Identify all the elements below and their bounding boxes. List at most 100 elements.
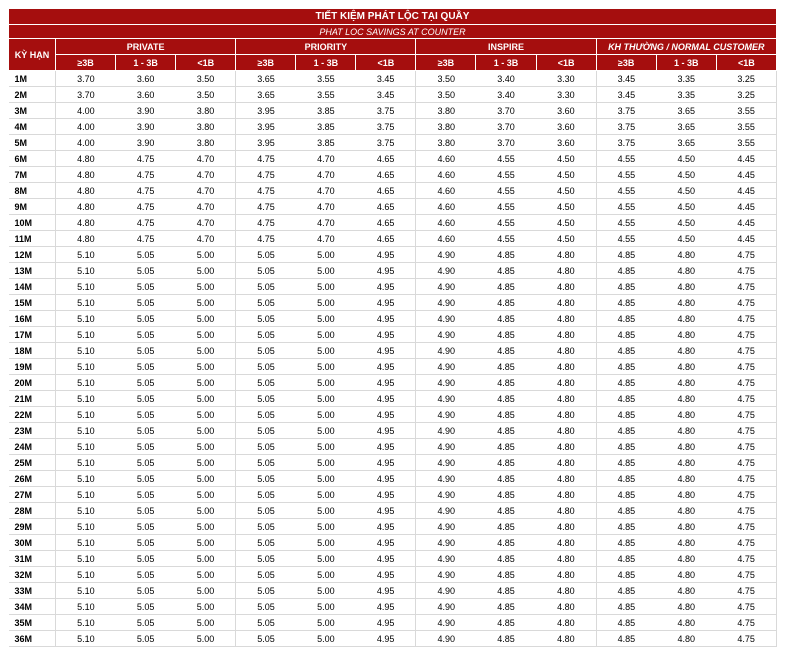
rate-cell: 5.10: [56, 631, 116, 647]
term-header: KỲ HẠN: [9, 39, 56, 71]
rate-cell: 5.00: [176, 279, 236, 295]
rate-cell: 4.85: [476, 375, 536, 391]
term-cell: 15M: [9, 295, 56, 311]
rate-cell: 4.75: [716, 263, 776, 279]
rate-cell: 5.00: [296, 551, 356, 567]
rate-cell: 3.95: [236, 135, 296, 151]
rate-cell: 5.05: [116, 311, 176, 327]
rate-cell: 4.75: [716, 247, 776, 263]
term-cell: 14M: [9, 279, 56, 295]
rate-cell: 5.05: [116, 487, 176, 503]
rate-cell: 4.90: [416, 631, 476, 647]
rate-cell: 4.75: [716, 455, 776, 471]
rate-cell: 4.80: [56, 215, 116, 231]
term-cell: 5M: [9, 135, 56, 151]
rate-cell: 5.05: [116, 263, 176, 279]
rate-cell: 4.85: [476, 503, 536, 519]
rate-cell: 5.05: [236, 567, 296, 583]
rate-cell: 4.80: [56, 183, 116, 199]
rate-table-body: 1M3.703.603.503.653.553.453.503.403.303.…: [9, 71, 777, 647]
rate-cell: 4.80: [536, 343, 596, 359]
rate-cell: 4.75: [236, 183, 296, 199]
term-cell: 26M: [9, 471, 56, 487]
rate-cell: 3.45: [596, 87, 656, 103]
rate-cell: 4.85: [476, 423, 536, 439]
rate-cell: 4.80: [656, 423, 716, 439]
rate-cell: 4.75: [716, 631, 776, 647]
rate-cell: 4.90: [416, 439, 476, 455]
rate-cell: 4.90: [416, 295, 476, 311]
rate-cell: 3.50: [416, 87, 476, 103]
rate-cell: 5.00: [176, 599, 236, 615]
rate-cell: 5.10: [56, 423, 116, 439]
rate-cell: 4.90: [416, 551, 476, 567]
rate-cell: 5.10: [56, 551, 116, 567]
rate-cell: 5.00: [176, 407, 236, 423]
rate-cell: 4.45: [716, 167, 776, 183]
rate-cell: 4.85: [476, 279, 536, 295]
rate-cell: 4.80: [656, 471, 716, 487]
rate-cell: 5.00: [296, 615, 356, 631]
rate-cell: 4.80: [656, 439, 716, 455]
rate-cell: 4.55: [476, 151, 536, 167]
rate-cell: 4.95: [356, 359, 416, 375]
rate-cell: 5.05: [116, 567, 176, 583]
rate-cell: 5.05: [116, 407, 176, 423]
rate-cell: 5.00: [176, 311, 236, 327]
rate-cell: 4.80: [536, 471, 596, 487]
table-row: 13M5.105.055.005.055.004.954.904.854.804…: [9, 263, 777, 279]
rate-cell: 5.00: [176, 503, 236, 519]
rate-cell: 5.05: [116, 391, 176, 407]
rate-cell: 4.80: [656, 375, 716, 391]
rate-cell: 4.85: [476, 519, 536, 535]
rate-cell: 4.95: [356, 423, 416, 439]
rate-cell: 3.55: [716, 119, 776, 135]
rate-cell: 3.75: [356, 103, 416, 119]
rate-cell: 4.75: [716, 295, 776, 311]
rate-cell: 4.90: [416, 407, 476, 423]
rate-cell: 4.80: [656, 279, 716, 295]
rate-cell: 4.70: [296, 183, 356, 199]
rate-cell: 4.90: [416, 615, 476, 631]
rate-cell: 4.45: [716, 231, 776, 247]
rate-cell: 3.60: [536, 119, 596, 135]
rate-cell: 4.85: [476, 567, 536, 583]
rate-cell: 5.00: [176, 535, 236, 551]
rate-cell: 4.85: [596, 247, 656, 263]
rate-cell: 5.05: [116, 295, 176, 311]
rate-cell: 4.85: [476, 439, 536, 455]
table-row: 27M5.105.055.005.055.004.954.904.854.804…: [9, 487, 777, 503]
rate-cell: 4.90: [416, 263, 476, 279]
rate-cell: 3.30: [536, 87, 596, 103]
rate-cell: 3.95: [236, 119, 296, 135]
rate-cell: 4.95: [356, 263, 416, 279]
rate-cell: 5.05: [236, 455, 296, 471]
subcol-header: <1B: [356, 55, 416, 71]
rate-cell: 3.85: [296, 119, 356, 135]
term-cell: 34M: [9, 599, 56, 615]
rate-cell: 5.05: [236, 583, 296, 599]
rate-cell: 4.80: [656, 615, 716, 631]
rate-cell: 3.30: [536, 71, 596, 87]
rate-cell: 3.40: [476, 87, 536, 103]
rate-cell: 4.90: [416, 375, 476, 391]
rate-cell: 5.05: [236, 295, 296, 311]
rate-cell: 5.05: [236, 615, 296, 631]
rate-cell: 4.85: [476, 535, 536, 551]
rate-cell: 5.00: [296, 519, 356, 535]
subcol-row: ≥3B1 - 3B<1B≥3B1 - 3B<1B≥3B1 - 3B<1B≥3B1…: [9, 55, 777, 71]
table-row: 34M5.105.055.005.055.004.954.904.854.804…: [9, 599, 777, 615]
term-cell: 18M: [9, 343, 56, 359]
rate-cell: 4.65: [356, 183, 416, 199]
table-row: 23M5.105.055.005.055.004.954.904.854.804…: [9, 423, 777, 439]
rate-cell: 5.05: [236, 423, 296, 439]
term-cell: 30M: [9, 535, 56, 551]
rate-cell: 4.55: [476, 199, 536, 215]
rate-cell: 5.00: [296, 487, 356, 503]
rate-cell: 3.70: [476, 119, 536, 135]
subcol-header: 1 - 3B: [296, 55, 356, 71]
rate-cell: 4.75: [716, 535, 776, 551]
rate-cell: 4.80: [536, 551, 596, 567]
rate-cell: 4.60: [416, 183, 476, 199]
rate-cell: 4.75: [236, 167, 296, 183]
